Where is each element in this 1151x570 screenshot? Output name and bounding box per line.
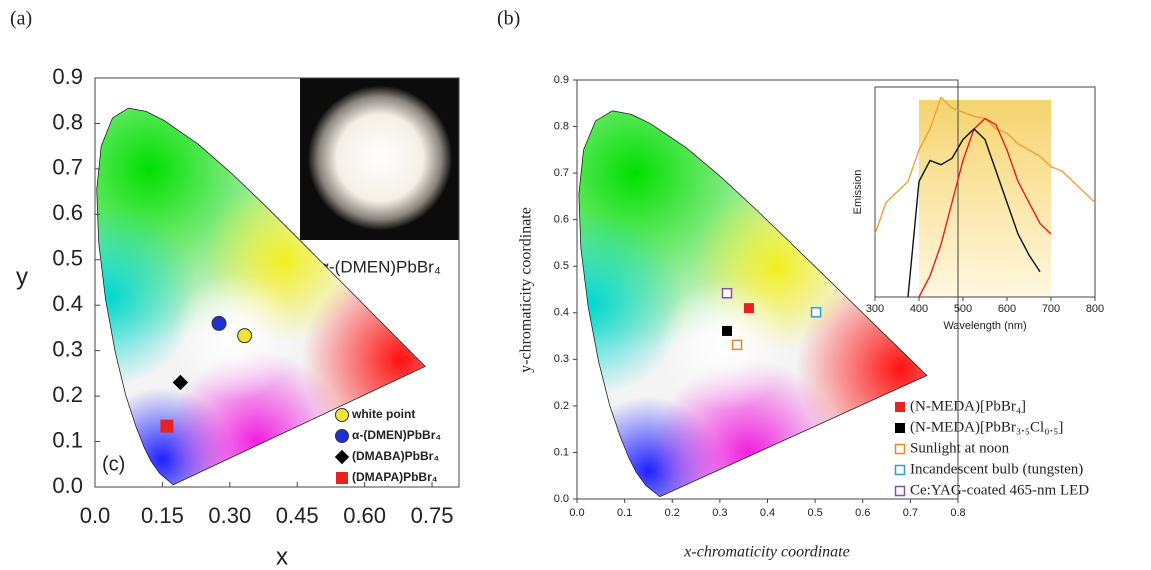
y-tick-label: 0.1	[52, 427, 83, 452]
x-tick-label: 0.45	[276, 503, 319, 528]
y-tick-label: 0.8	[554, 120, 569, 132]
y-axis-label: Emission	[852, 170, 864, 215]
x-tick-label: 0.7	[903, 507, 918, 519]
y-axis-label: y-chromaticity coordinate	[518, 207, 535, 373]
x-tick-label: 0.5	[807, 507, 822, 519]
legend-label: α-(DMEN)PbBr₄	[352, 428, 441, 442]
data-line	[918, 117, 1052, 298]
gamut-tint	[96, 205, 199, 388]
inset-shade	[919, 100, 1051, 297]
legend-marker	[336, 472, 348, 484]
x-tick-label: 0.6	[855, 507, 870, 519]
legend-label: (DMAPA)PbBr₄	[352, 470, 438, 484]
legend-marker	[895, 402, 905, 412]
legend-label: (DMABA)PbBr₄	[352, 449, 439, 463]
data-line	[907, 128, 1041, 298]
locus-outline	[578, 110, 928, 498]
x-tick-label: 0.2	[665, 507, 680, 519]
x-tick-label: 400	[910, 303, 928, 315]
x-tick-label: 300	[866, 303, 884, 315]
x-tick-label: 0.15	[141, 503, 184, 528]
y-tick-label: 0.0	[554, 493, 569, 505]
panel-label: (a)	[10, 8, 32, 30]
x-tick-label: 0.1	[617, 507, 632, 519]
legend-label: Incandescent bulb (tungsten)	[910, 461, 1083, 477]
y-tick-label: 0.4	[554, 307, 569, 319]
y-tick-label: 0.8	[52, 109, 83, 134]
y-tick-label: 0.2	[52, 382, 83, 407]
legend-marker	[894, 464, 906, 476]
x-axis-label: Wavelength (nm)	[943, 320, 1026, 332]
data-point	[721, 287, 733, 299]
plot-frame	[94, 77, 460, 488]
plot-frame	[874, 86, 1096, 298]
inset-photo-glow	[308, 86, 452, 230]
y-tick-label: 0.9	[52, 64, 83, 89]
legend-label: white point	[351, 407, 415, 421]
data-point	[722, 325, 733, 336]
x-tick-label: 700	[1042, 303, 1060, 315]
y-tick-label: 0.7	[52, 155, 83, 180]
x-tick-label: 0.0	[80, 503, 111, 528]
legend-marker	[335, 408, 349, 422]
y-tick-label: 0.2	[554, 400, 569, 412]
legend-marker	[334, 449, 350, 465]
x-tick-label: 0.30	[208, 503, 251, 528]
x-tick-label: 600	[998, 303, 1016, 315]
y-tick-label: 0.5	[52, 246, 83, 271]
x-axis-label: x-chromaticity coordinate	[683, 544, 849, 561]
legend-label: (N-MEDA)[PbBr₃.₅Cl₀.₅]	[910, 419, 1063, 435]
inner-label: (c)	[102, 453, 125, 475]
gamut-tint	[171, 273, 298, 401]
x-tick-label: 0.8	[950, 507, 965, 519]
y-tick-label: 0.4	[52, 291, 83, 316]
data-point	[211, 315, 227, 331]
legend-marker	[894, 443, 906, 455]
x-axis-label: x	[276, 543, 288, 570]
y-tick-label: 0.6	[554, 214, 569, 226]
data-point	[160, 419, 174, 433]
legend-marker	[895, 423, 905, 433]
y-tick-label: 0.1	[554, 446, 569, 458]
x-tick-label: 0.60	[343, 503, 386, 528]
data-point	[731, 339, 743, 351]
x-tick-label: 0.3	[712, 507, 727, 519]
legend-marker	[335, 429, 349, 443]
gamut-tint	[657, 280, 792, 411]
y-tick-label: 0.3	[52, 336, 83, 361]
x-tick-label: 0.4	[760, 507, 775, 519]
y-tick-label: 0.7	[554, 167, 569, 179]
panel-label: (b)	[497, 8, 520, 30]
y-tick-label: 0.3	[554, 353, 569, 365]
legend-label: (N-MEDA)[PbBr₄]	[910, 398, 1026, 414]
inset-label: α-(DMEN)PbBr₄	[319, 257, 441, 276]
y-tick-label: 0.0	[52, 473, 83, 498]
y-tick-label: 0.5	[554, 260, 569, 272]
legend-label: Sunlight at noon	[910, 440, 1010, 456]
x-tick-label: 500	[954, 303, 972, 315]
x-tick-label: 800	[1086, 303, 1104, 315]
x-tick-label: 0.75	[411, 503, 454, 528]
legend-marker	[894, 485, 906, 497]
legend-label: Ce:YAG-coated 465-nm LED	[910, 482, 1089, 498]
gamut-tint	[578, 210, 687, 397]
locus-outline	[96, 107, 426, 486]
y-tick-label: 0.6	[52, 200, 83, 225]
y-axis-label: y	[16, 263, 28, 290]
data-point	[810, 307, 822, 318]
x-tick-label: 0.0	[569, 507, 584, 519]
data-point	[743, 303, 754, 314]
data-point	[237, 328, 253, 344]
data-point	[172, 374, 189, 391]
y-tick-label: 0.9	[554, 74, 569, 86]
